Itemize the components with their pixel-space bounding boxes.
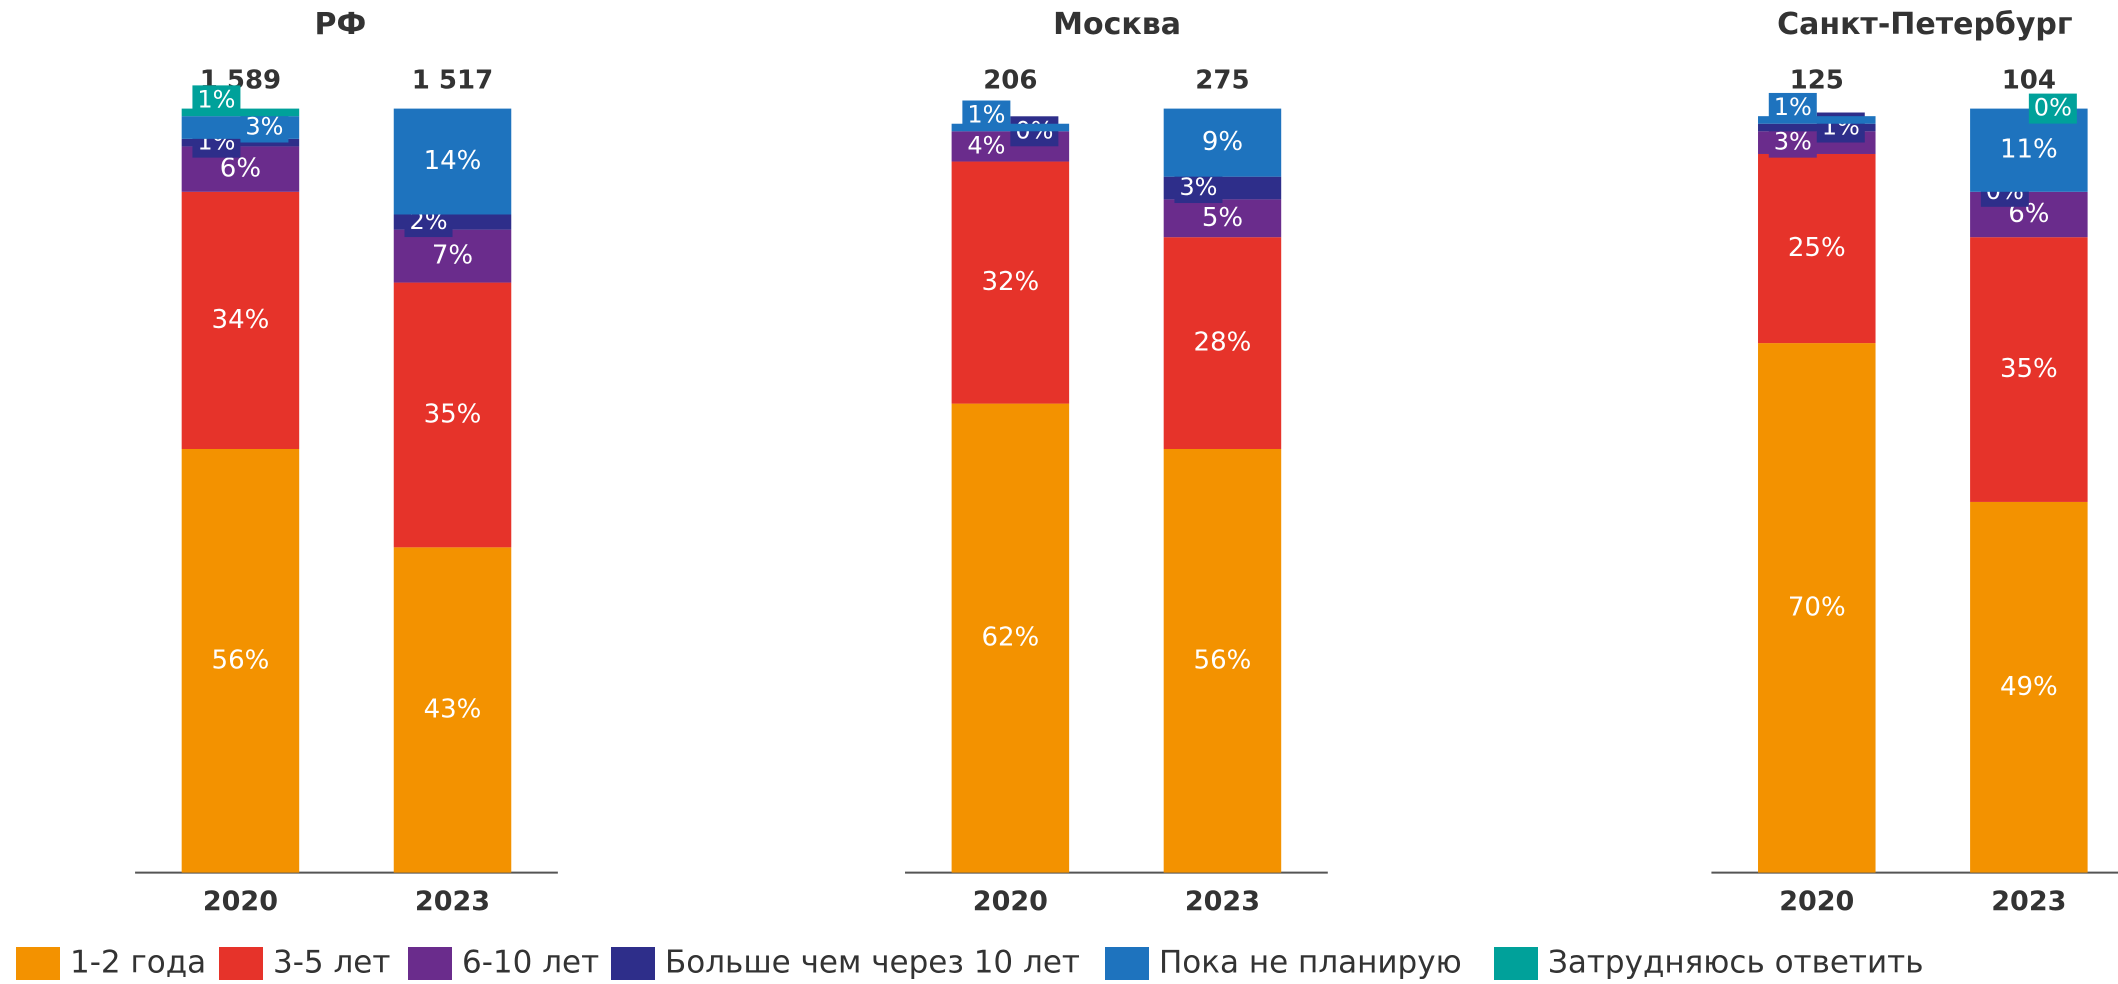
total-label: 275 [1195,66,1249,96]
data-label: 3% [1179,173,1217,201]
data-label: 9% [1202,127,1243,157]
legend-label: Затрудняюсь ответить [1548,945,1923,981]
data-label: 4% [967,131,1005,159]
data-label: 56% [212,645,270,675]
bar-segment [393,108,512,215]
bar-segment [181,448,300,873]
bar-segment [951,403,1070,873]
legend-swatch [408,947,452,981]
data-label: 35% [424,399,482,429]
data-label: 7% [432,241,473,271]
bar-segment [1758,153,1876,344]
chart-title: Москва [1053,7,1181,42]
bar-segment [951,161,1070,404]
data-label: 43% [424,694,482,724]
data-label: 28% [1194,328,1252,358]
data-label: 35% [2000,354,2058,384]
legend-swatch [1105,947,1149,981]
label-box [1768,92,1817,123]
bar-segment [1163,448,1282,873]
legend-swatch [1494,947,1538,981]
data-label: 70% [1788,592,1846,622]
data-label: 11% [2000,135,2058,165]
legend-label: Пока не планирую [1159,945,1462,981]
label-box [962,100,1011,131]
data-label: 56% [1194,645,1252,675]
legend-label: Больше чем через 10 лет [665,945,1080,981]
bar-segment [181,191,300,449]
bar-segment [393,229,512,283]
bar-segment [1970,237,2088,502]
data-label: 3% [1774,128,1812,156]
legend-swatch [16,947,60,981]
total-label: 1 517 [412,66,493,96]
x-tick-label: 2023 [415,886,490,917]
chart-title: Санкт-Петербург [1777,7,2073,42]
bar-segment [1163,108,1282,177]
data-label: 14% [424,146,482,176]
label-box [2028,93,2077,124]
bar-segment [1163,199,1282,238]
x-tick-label: 2020 [1779,886,1854,917]
x-tick-label: 2023 [1991,886,2066,917]
x-tick-label: 2020 [973,886,1048,917]
data-label: 49% [2000,672,2058,702]
data-label: 25% [1788,233,1846,263]
data-label: 0% [2034,94,2072,122]
bar-segment [1970,501,2088,873]
legend-label: 1-2 года [70,945,206,981]
data-label: 1% [1774,93,1812,121]
bar-segment [1163,237,1282,449]
label-box [240,112,289,143]
legend-swatch [219,947,263,981]
data-label: 1% [967,101,1005,129]
data-label: 32% [981,267,1039,297]
total-label: 125 [1790,66,1844,96]
data-label: 62% [981,623,1039,653]
label-box [192,85,241,116]
data-label: 6% [220,154,261,184]
legend-swatch [611,947,655,981]
bar-segment [393,547,512,873]
x-tick-label: 2020 [203,886,278,917]
label-box [962,131,1011,162]
label-box [1174,173,1223,204]
bar-segment [393,282,512,548]
chart-title: РФ [315,7,367,42]
label-box [1768,127,1817,158]
data-label: 34% [212,305,270,335]
data-label: 5% [1202,203,1243,233]
bar-segment [1758,343,1876,873]
x-tick-label: 2023 [1185,886,1260,917]
data-label: 3% [245,113,283,141]
total-label: 206 [983,66,1037,96]
data-label: 1% [197,85,235,113]
total-label: 104 [2002,66,2056,96]
legend-label: 6-10 лет [462,945,599,981]
legend-label: 3-5 лет [273,945,390,981]
